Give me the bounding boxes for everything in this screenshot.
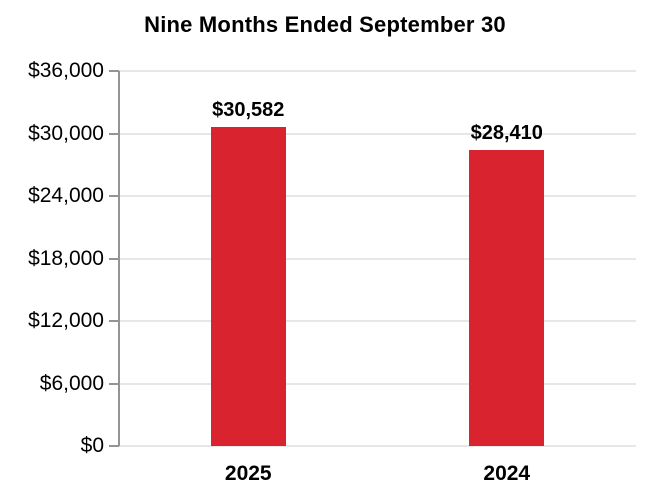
bar-2025 [210,127,286,446]
bar-value-label: $30,582 [212,99,285,122]
x-category-label: 2024 [483,462,531,485]
y-tick-label: $36,000 [28,59,104,82]
y-axis-tick [109,132,119,135]
y-tick-label: $30,000 [28,121,104,145]
y-axis-tick [109,382,119,385]
gridline [119,320,636,322]
y-tick-label: $18,000 [28,246,104,270]
y-axis-tick [109,257,119,260]
gridline [119,382,636,385]
gridline [119,70,636,72]
gridline [119,132,636,135]
y-axis-tick [109,445,119,447]
y-tick-label: $12,000 [28,309,104,332]
bar-value-label: $28,410 [470,122,543,145]
chart-title: Nine Months Ended September 30 [144,12,506,37]
y-tick-label: $24,000 [28,184,104,207]
gridline [119,257,636,260]
y-axis-tick [109,320,119,322]
y-tick-label: $6,000 [39,371,104,395]
y-axis-line [118,71,120,446]
y-axis-tick [109,195,119,197]
gridline [119,195,636,197]
y-axis-tick [109,70,119,72]
gridline [119,445,636,447]
y-tick-label: $0 [80,434,104,457]
x-category-label: 2025 [224,462,272,485]
bar-2024 [469,150,545,446]
